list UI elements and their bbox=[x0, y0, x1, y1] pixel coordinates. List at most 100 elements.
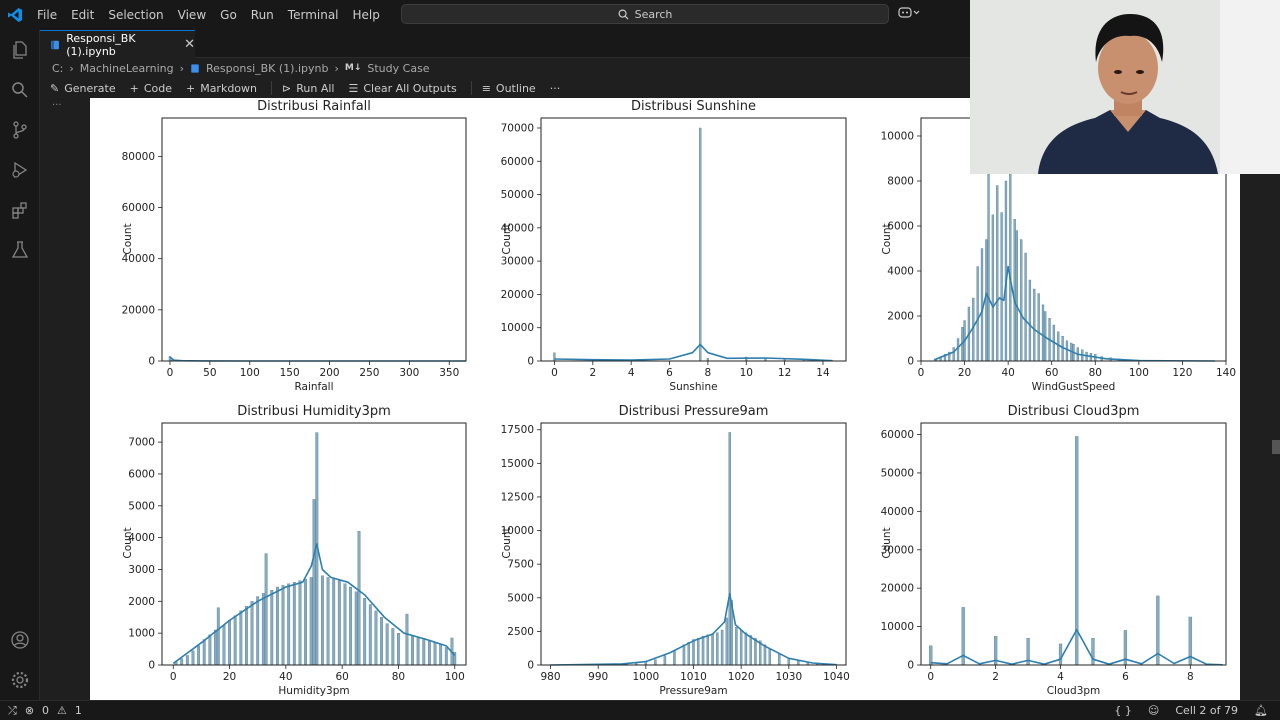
x-tick-label: 20 bbox=[223, 671, 236, 683]
x-axis-label: Humidity3pm bbox=[278, 685, 350, 697]
menu-selection[interactable]: Selection bbox=[108, 8, 164, 22]
search-icon bbox=[618, 9, 629, 20]
editor-scrollbar[interactable] bbox=[1240, 98, 1280, 700]
breadcrumb-file[interactable]: Responsi_BK (1).ipynb bbox=[206, 61, 329, 75]
chevron-right-icon: › bbox=[334, 61, 339, 75]
status-bar: ⤮ ⊗ 0 ⚠ 1 { } ☺ Cell 2 of 79 🔔︎ bbox=[0, 700, 1280, 720]
code-label: Code bbox=[143, 81, 172, 95]
list-icon: ≡ bbox=[481, 81, 491, 95]
y-tick-label: 10000 bbox=[501, 322, 534, 334]
close-tab-icon[interactable]: ✕ bbox=[184, 37, 195, 52]
menu-bar: File Edit Selection View Go Run Terminal… bbox=[30, 0, 387, 30]
x-tick-label: 350 bbox=[439, 367, 459, 379]
y-tick-label: 40000 bbox=[122, 253, 155, 265]
tab-notebook[interactable]: Responsi_BK (1).ipynb ✕ bbox=[40, 30, 195, 58]
y-tick-label: 2000 bbox=[887, 311, 914, 323]
add-code-cell-button[interactable]: + Code bbox=[130, 82, 172, 95]
toolbar-divider bbox=[271, 81, 273, 95]
breadcrumb-folder[interactable]: MachineLearning bbox=[79, 61, 174, 75]
x-tick-label: 8 bbox=[705, 367, 712, 379]
x-tick-label: 1000 bbox=[632, 671, 659, 683]
run-debug-icon[interactable] bbox=[8, 158, 32, 182]
y-tick-label: 80000 bbox=[122, 151, 155, 163]
more-actions-button[interactable]: ··· bbox=[550, 82, 561, 95]
tab-label: Responsi_BK (1).ipynb bbox=[66, 31, 136, 58]
kde-line bbox=[172, 543, 456, 665]
add-markdown-cell-button[interactable]: + Markdown bbox=[186, 82, 257, 95]
menu-terminal[interactable]: Terminal bbox=[287, 8, 339, 22]
x-tick-label: 80 bbox=[392, 671, 405, 683]
cell-more-icon[interactable]: ··· bbox=[52, 100, 62, 111]
breadcrumb-drive[interactable]: C: bbox=[52, 61, 64, 75]
x-tick-label: 4 bbox=[1057, 671, 1064, 683]
x-tick-label: 0 bbox=[927, 671, 934, 683]
x-tick-label: 150 bbox=[280, 367, 300, 379]
y-tick-label: 20000 bbox=[122, 304, 155, 316]
run-all-button[interactable]: ⊳ Run All bbox=[282, 82, 334, 95]
y-tick-label: 70000 bbox=[501, 122, 534, 134]
search-view-icon[interactable] bbox=[8, 78, 32, 102]
y-tick-label: 10000 bbox=[501, 525, 534, 537]
account-icon[interactable] bbox=[8, 628, 32, 652]
y-tick-label: 60000 bbox=[881, 429, 914, 441]
x-tick-label: 6 bbox=[1122, 671, 1129, 683]
y-tick-label: 0 bbox=[527, 660, 534, 672]
outline-button[interactable]: ≡ Outline bbox=[482, 82, 536, 95]
source-control-icon[interactable] bbox=[8, 118, 32, 142]
explorer-icon[interactable] bbox=[8, 38, 32, 62]
x-tick-label: 6 bbox=[666, 367, 673, 379]
testing-flask-icon[interactable] bbox=[8, 238, 32, 262]
notebook-toolbar: ✎ Generate + Code + Markdown ⊳ Run All ☰ Clea… bbox=[40, 78, 970, 98]
y-tick-label: 6000 bbox=[887, 221, 914, 233]
remote-indicator-icon[interactable]: ⤮ bbox=[8, 703, 17, 717]
x-tick-label: 0 bbox=[551, 367, 558, 379]
menu-run[interactable]: Run bbox=[250, 8, 274, 22]
x-tick-label: 20 bbox=[958, 367, 971, 379]
x-tick-label: 980 bbox=[541, 671, 561, 683]
command-center-search[interactable]: Search bbox=[401, 4, 889, 24]
kde-line bbox=[554, 343, 833, 362]
y-tick-label: 2000 bbox=[128, 596, 155, 608]
scrollbar-thumb[interactable] bbox=[1272, 440, 1280, 454]
kde-line bbox=[550, 592, 837, 666]
y-tick-label: 7500 bbox=[507, 559, 534, 571]
y-tick-label: 40000 bbox=[501, 222, 534, 234]
menu-edit[interactable]: Edit bbox=[71, 8, 95, 22]
error-icon: ⊗ bbox=[24, 704, 35, 717]
clear-outputs-label: Clear All Outputs bbox=[363, 81, 457, 95]
x-axis-label: Pressure9am bbox=[659, 685, 728, 697]
clear-all-outputs-button[interactable]: ☰ Clear All Outputs bbox=[348, 82, 456, 95]
language-braces[interactable]: { } bbox=[1114, 704, 1132, 717]
notifications-bell-icon[interactable]: 🔔︎ bbox=[1254, 704, 1268, 717]
y-tick-label: 0 bbox=[527, 356, 534, 368]
menu-help[interactable]: Help bbox=[352, 8, 380, 22]
error-count[interactable]: 0 bbox=[42, 704, 50, 717]
extensions-icon[interactable] bbox=[8, 198, 32, 222]
menu-file[interactable]: File bbox=[37, 8, 58, 22]
y-tick-label: 60000 bbox=[501, 156, 534, 168]
menu-view[interactable]: View bbox=[177, 8, 207, 22]
breadcrumb: C: › MachineLearning › Responsi_BK (1).i… bbox=[40, 58, 970, 78]
cell-indicator[interactable]: Cell 2 of 79 bbox=[1175, 704, 1239, 717]
histogram-bar bbox=[1058, 643, 1063, 666]
plot-title: Distribusi Rainfall bbox=[257, 99, 371, 114]
y-tick-label: 0 bbox=[148, 660, 155, 672]
settings-gear-icon[interactable] bbox=[8, 668, 32, 692]
warning-count[interactable]: 1 bbox=[74, 704, 82, 717]
breadcrumb-section[interactable]: Study Case bbox=[367, 61, 430, 75]
copilot-status-icon[interactable]: ☺ bbox=[1147, 704, 1160, 717]
activity-bar bbox=[0, 30, 40, 700]
generate-button[interactable]: ✎ Generate bbox=[50, 82, 116, 95]
x-tick-label: 1010 bbox=[680, 671, 707, 683]
plot-title: Distribusi Sunshine bbox=[630, 99, 757, 114]
copilot-icon[interactable] bbox=[898, 6, 920, 23]
x-tick-label: 50 bbox=[203, 367, 216, 379]
menu-go[interactable]: Go bbox=[220, 8, 237, 22]
outline-label: Outline bbox=[495, 81, 536, 95]
run-all-label: Run All bbox=[296, 81, 335, 95]
x-tick-label: 1020 bbox=[728, 671, 755, 683]
y-tick-label: 8000 bbox=[887, 176, 914, 188]
x-tick-label: 8 bbox=[1187, 671, 1194, 683]
plot-canvas: 0 2 4 6 8 10 12 14 0 10000 20000 30000 40000 50000 600… bbox=[501, 117, 847, 379]
